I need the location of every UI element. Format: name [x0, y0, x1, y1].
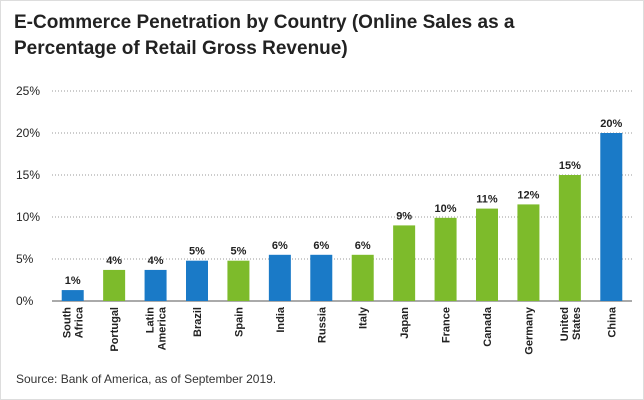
x-tick-label: Canada: [482, 306, 494, 347]
bar: [434, 217, 457, 301]
bar: [393, 225, 416, 301]
y-tick-label: 15%: [16, 168, 40, 182]
y-tick-label: 5%: [16, 252, 34, 266]
x-tick-label: China: [606, 306, 618, 337]
value-label: 4%: [148, 255, 164, 267]
x-tick-label: Russia: [316, 306, 328, 343]
value-label: 9%: [396, 210, 412, 222]
y-tick-label: 10%: [16, 210, 40, 224]
bar: [186, 260, 208, 301]
value-label: 11%: [476, 194, 498, 206]
x-tick-label: Brazil: [192, 307, 204, 337]
source: Source: Bank of America, as of September…: [16, 372, 276, 386]
value-label: 6%: [355, 240, 371, 252]
bar: [310, 254, 333, 301]
x-tick-label: Italy: [358, 306, 370, 329]
y-tick-label: 0%: [16, 294, 34, 308]
x-tick-label: Portugal: [109, 307, 121, 352]
value-label: 5%: [230, 246, 246, 258]
bar: [351, 254, 374, 301]
x-tick-label: LatinAmerica: [145, 306, 169, 350]
x-tick-label: Germany: [523, 306, 535, 355]
value-label: 1%: [65, 275, 81, 287]
y-tick-label: 20%: [16, 126, 40, 140]
bar: [558, 175, 581, 301]
bar: [144, 269, 167, 301]
value-label: 6%: [313, 240, 329, 252]
x-tick-label: UnitedStates: [559, 307, 583, 341]
y-tick-label: 25%: [16, 84, 40, 98]
value-label: 4%: [106, 255, 122, 267]
bar: [61, 290, 84, 301]
x-tick-label: France: [441, 307, 453, 343]
value-label: 6%: [272, 240, 288, 252]
x-tick-label: Spain: [233, 307, 245, 337]
x-tick-label: SouthAfrica: [62, 306, 86, 338]
value-label: 5%: [189, 246, 205, 258]
value-label: 12%: [517, 189, 539, 201]
bar: [268, 254, 291, 301]
value-label: 10%: [435, 203, 457, 215]
bar: [476, 208, 498, 301]
bar: [227, 260, 250, 301]
bar: [103, 269, 126, 301]
chart-title: E-Commerce Penetration by Country (Onlin…: [14, 12, 515, 59]
x-tick-label: India: [275, 306, 287, 333]
bar: [517, 204, 540, 301]
value-label: 20%: [600, 118, 622, 130]
x-tick-label: Japan: [399, 307, 411, 339]
bar: [600, 133, 623, 301]
value-label: 15%: [559, 160, 581, 172]
